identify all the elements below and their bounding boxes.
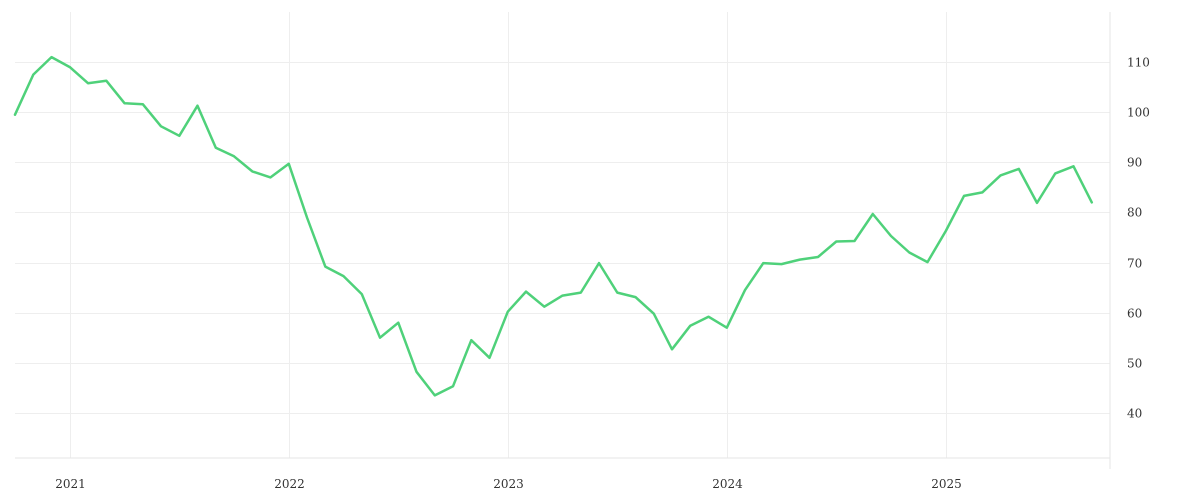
y-tick-labels: 40 50 60 70 80 90 100 110 <box>1127 56 1150 421</box>
x-tick-label: 2024 <box>712 477 743 491</box>
y-tick-label: 110 <box>1127 56 1150 70</box>
y-tick-label: 60 <box>1127 307 1142 321</box>
series-layer <box>13 55 1094 397</box>
x-tick-label: 2021 <box>55 477 86 491</box>
y-tick-label: 40 <box>1127 407 1142 421</box>
x-tick-label: 2022 <box>274 477 305 491</box>
x-tick-label: 2023 <box>493 477 524 491</box>
y-tick-label: 50 <box>1127 357 1142 371</box>
y-tick-label: 80 <box>1127 206 1142 220</box>
y-tick-label: 90 <box>1127 156 1142 170</box>
y-tick-label: 70 <box>1127 257 1142 271</box>
x-tick-labels: 2021 2022 2023 2024 2025 <box>55 477 962 491</box>
y-gridlines <box>15 62 1110 414</box>
x-gridlines <box>70 12 947 458</box>
x-tick-label: 2025 <box>931 477 962 491</box>
y-tick-label: 100 <box>1127 106 1150 120</box>
series-line <box>13 55 1094 397</box>
